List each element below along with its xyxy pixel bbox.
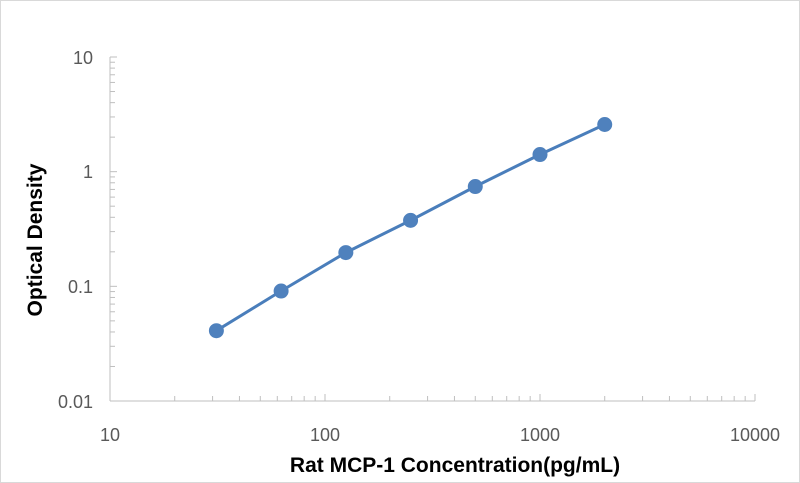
x-tick-label-10000: 10000: [730, 425, 780, 445]
series: [208, 117, 613, 339]
data-point: [273, 283, 289, 299]
y-axis-title: Optical Density: [24, 163, 47, 316]
y-tick-label-0.1: 0.1: [68, 277, 93, 297]
x-axis-title: Rat MCP-1 Concentration(pg/mL): [290, 454, 620, 477]
data-point: [208, 323, 224, 339]
x-tick-label-100: 100: [310, 425, 340, 445]
data-point: [467, 179, 483, 195]
x-tick-label-10: 10: [100, 425, 120, 445]
data-point: [403, 212, 419, 228]
data-point: [532, 147, 548, 163]
data-point: [338, 245, 354, 261]
y-tick-label-10: 10: [73, 48, 93, 68]
y-tick-label-0.01: 0.01: [58, 392, 93, 412]
axes: [109, 56, 756, 402]
tick-labels: 10 1 0.1 0.01 10 100 1000 10000: [58, 48, 780, 445]
data-point: [597, 117, 613, 133]
y-tick-label-1: 1: [83, 162, 93, 182]
x-tick-label-1000: 1000: [520, 425, 560, 445]
